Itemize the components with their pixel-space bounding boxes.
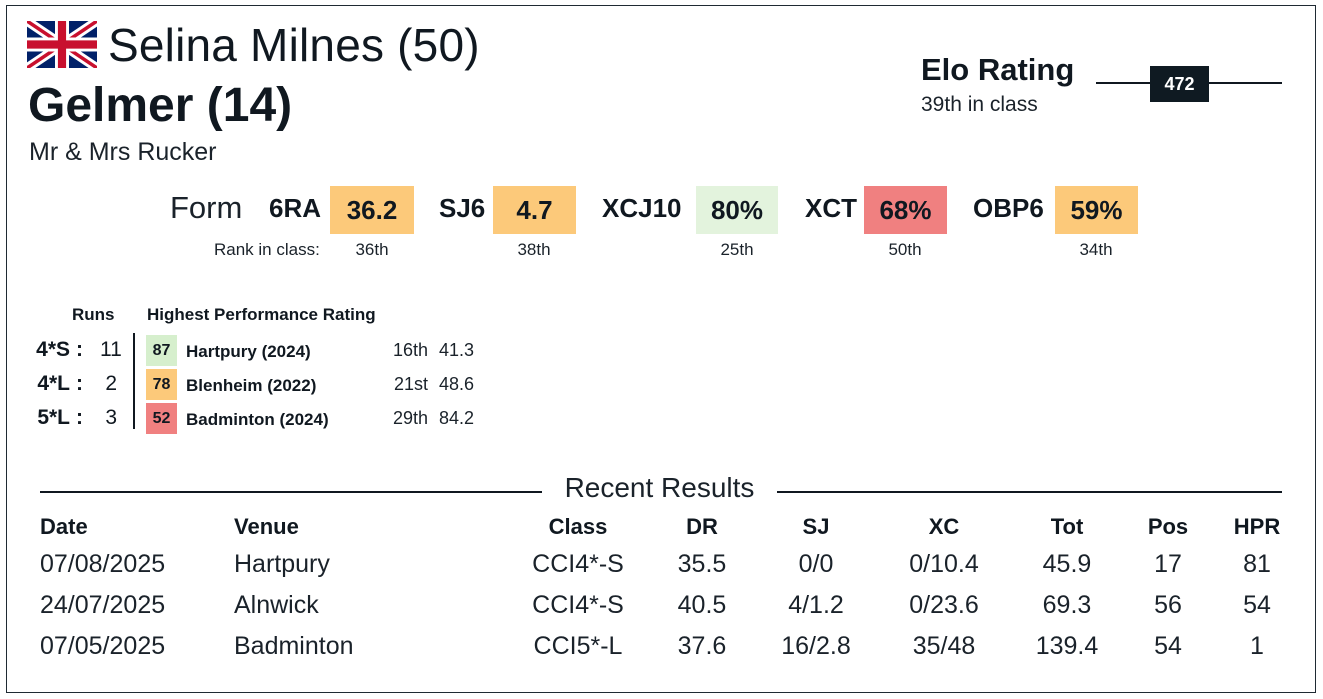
cell-tot: 69.3	[1042, 591, 1092, 619]
section-divider	[40, 491, 542, 493]
owner-name: Mr & Mrs Rucker	[29, 138, 217, 166]
cell-xc: 35/48	[912, 632, 976, 660]
form-metric-name: 6RA	[269, 193, 322, 223]
form-metric-value: 36.2	[330, 186, 414, 234]
cell-pos: 17	[1154, 550, 1182, 578]
section-divider	[777, 491, 1282, 493]
cell-class: CCI4*-S	[532, 550, 624, 578]
cell-venue: Alnwick	[234, 591, 319, 619]
run-separator: :	[76, 338, 83, 361]
hpr-header: Highest Performance Rating	[147, 305, 376, 324]
cell-tot: 139.4	[1035, 632, 1099, 660]
form-metric-name: XCT	[805, 193, 857, 223]
cell-xc: 0/10.4	[909, 550, 979, 578]
union-jack-flag-icon	[27, 21, 97, 68]
form-metric-name: SJ6	[439, 193, 486, 223]
elo-class-rank: 39th in class	[921, 93, 1038, 116]
run-class: 4*S	[36, 338, 70, 361]
cell-xc: 0/23.6	[909, 591, 979, 619]
cell-date: 24/07/2025	[40, 591, 166, 619]
cell-hpr: 54	[1243, 591, 1271, 619]
form-rank: 36th	[355, 240, 389, 259]
cell-class: CCI4*-S	[532, 591, 624, 619]
form-rank: 34th	[1079, 240, 1113, 259]
hpr-event: Hartpury (2024)	[186, 342, 311, 361]
run-count: 3	[105, 406, 117, 429]
form-metric-value: 68%	[864, 186, 947, 234]
run-separator: :	[76, 406, 83, 429]
hpr-value: 84.2	[439, 408, 475, 428]
run-count: 2	[105, 372, 117, 395]
hpr-score-box: 78	[146, 369, 177, 400]
hpr-score-box: 87	[146, 335, 177, 366]
col-header-venue: Venue	[234, 514, 299, 539]
cell-hpr: 1	[1250, 632, 1264, 660]
form-metric-value: 59%	[1055, 186, 1138, 234]
col-header-dr: DR	[686, 514, 718, 539]
form-rank: 38th	[517, 240, 551, 259]
col-header-pos: Pos	[1147, 514, 1189, 539]
cell-venue: Hartpury	[234, 550, 330, 578]
col-header-sj: SJ	[802, 514, 830, 539]
recent-results-title: Recent Results	[564, 472, 755, 503]
form-rank: 25th	[720, 240, 754, 259]
hpr-score-box: 52	[146, 403, 177, 434]
col-header-hpr: HPR	[1233, 514, 1281, 539]
hpr-event: Badminton (2024)	[186, 410, 329, 429]
cell-sj: 16/2.8	[781, 632, 851, 660]
elo-title: Elo Rating	[921, 52, 1075, 87]
run-count: 11	[100, 338, 122, 361]
hpr-rank: 21st	[393, 374, 428, 394]
run-class: 4*L	[37, 372, 70, 395]
col-header-date: Date	[40, 514, 88, 539]
form-metric-name: XCJ10	[602, 193, 682, 223]
cell-pos: 54	[1154, 632, 1182, 660]
rider-name: Selina Milnes (50)	[108, 19, 480, 71]
hpr-value: 41.3	[439, 340, 475, 360]
hpr-rank: 16th	[392, 340, 428, 360]
horse-name: Gelmer (14)	[28, 79, 293, 132]
run-class: 5*L	[37, 406, 70, 429]
col-header-class: Class	[548, 514, 608, 539]
runs-divider	[133, 333, 135, 429]
cell-dr: 40.5	[677, 591, 727, 619]
cell-date: 07/05/2025	[40, 632, 166, 660]
elo-value-badge: 472	[1150, 66, 1209, 102]
runs-header: Runs	[72, 305, 115, 324]
form-metric-name: OBP6	[973, 193, 1044, 223]
cell-sj: 4/1.2	[788, 591, 844, 619]
cell-class: CCI5*-L	[533, 632, 623, 660]
form-label: Form	[170, 190, 243, 225]
cell-dr: 35.5	[677, 550, 727, 578]
form-metric-value: 80%	[696, 186, 778, 234]
cell-date: 07/08/2025	[40, 550, 166, 578]
run-separator: :	[76, 372, 83, 395]
cell-tot: 45.9	[1042, 550, 1092, 578]
cell-pos: 56	[1154, 591, 1182, 619]
hpr-event: Blenheim (2022)	[186, 376, 317, 395]
form-rank: 50th	[888, 240, 922, 259]
col-header-xc: XC	[928, 514, 960, 539]
cell-venue: Badminton	[234, 632, 354, 660]
hpr-value: 48.6	[439, 374, 475, 394]
cell-dr: 37.6	[677, 632, 727, 660]
hpr-rank: 29th	[392, 408, 428, 428]
cell-hpr: 81	[1243, 550, 1271, 578]
cell-sj: 0/0	[798, 550, 834, 578]
rank-in-class-label: Rank in class:	[214, 240, 320, 259]
form-metric-value: 4.7	[493, 186, 576, 234]
profile-card	[6, 5, 1316, 693]
col-header-tot: Tot	[1050, 514, 1084, 539]
